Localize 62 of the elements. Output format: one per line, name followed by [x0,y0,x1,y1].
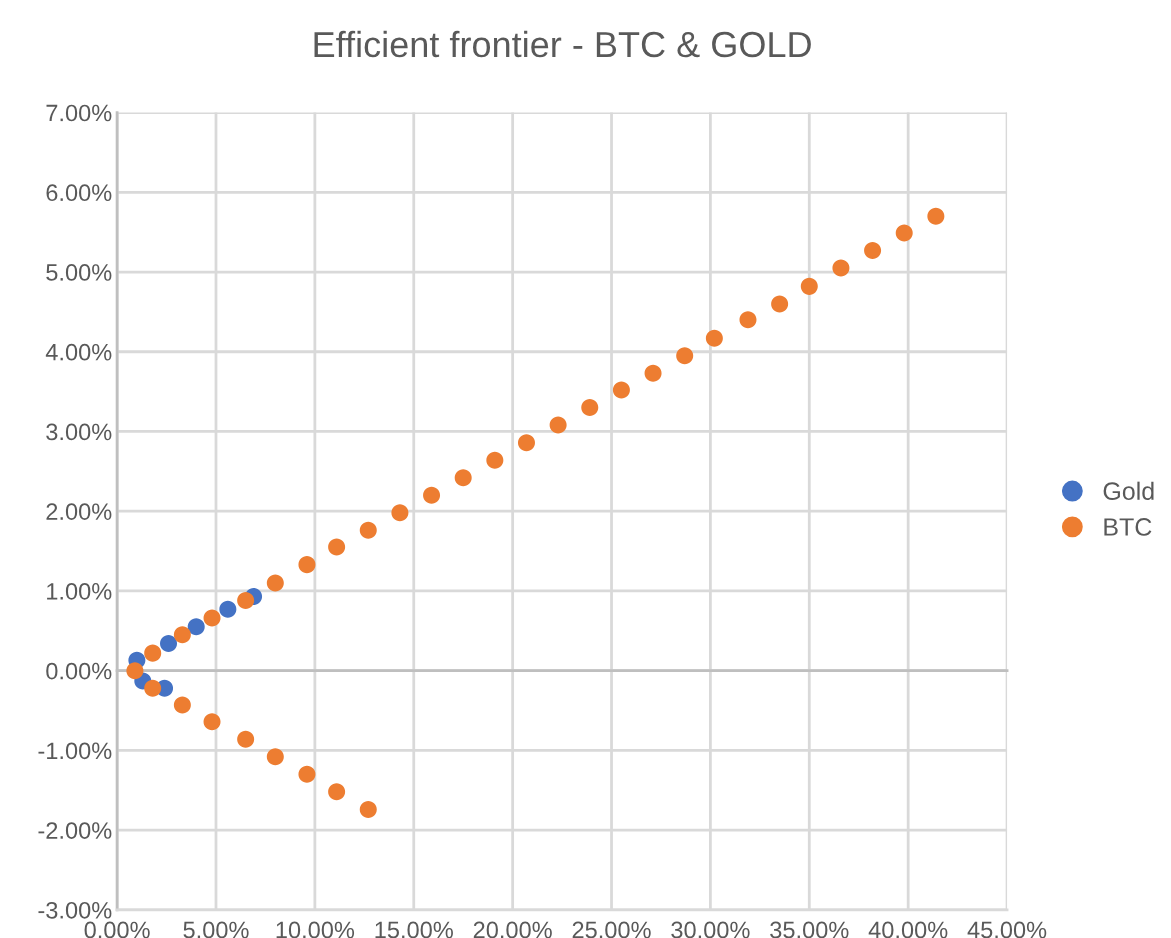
point [187,618,205,636]
point [771,295,789,313]
point [237,592,255,610]
point [800,277,818,295]
point [219,600,237,618]
point [676,347,694,365]
point [144,679,162,697]
y-tick-label: 0.00% [46,662,112,680]
x-tick-label: 10.00% [276,921,355,938]
point [581,399,599,417]
point [927,207,945,225]
y-tick-label: 2.00% [46,503,112,520]
point [454,469,472,487]
point [739,311,757,329]
point [203,609,221,627]
x-tick-label: 5.00% [183,921,249,938]
y-tick-label: 3.00% [46,423,112,441]
point [328,538,346,556]
x-tick-label: 40.00% [868,921,948,938]
point [266,574,284,592]
y-tick-label: 5.00% [46,264,112,281]
y-tick-label: 7.00% [46,104,112,122]
x-tick-label: 30.00% [671,921,750,938]
point [237,730,255,748]
point [612,381,630,399]
point [895,224,913,242]
point [549,416,567,434]
x-tick-label: 25.00% [572,921,651,938]
y-tick-label: -3.00% [38,901,112,919]
legend-label: BTC [1104,518,1152,536]
x-tick-label: 20.00% [473,921,552,938]
point [705,329,723,347]
y-tick-label: -2.00% [38,822,112,839]
point [517,434,535,452]
legend-label: Gold [1103,481,1154,501]
point [203,713,221,731]
x-tick-label: 0.00% [84,921,150,938]
point [173,696,191,714]
y-tick-label: 4.00% [45,343,112,361]
point [423,486,441,504]
x-tick-label: 15.00% [375,921,453,938]
x-tick-label: 35.00% [770,921,849,938]
point [486,451,504,469]
chart-title: Efficient frontier - BTC & GOLD [314,30,811,58]
point [359,521,377,539]
point [359,800,377,818]
point [298,765,316,783]
point [328,783,346,801]
y-tick-label: 1.00% [47,583,112,600]
point [832,259,850,277]
point [298,556,316,574]
point [144,644,162,662]
point [160,635,178,653]
point [644,364,662,382]
point [266,748,284,766]
point [173,626,191,644]
point [864,241,882,259]
point [126,662,144,680]
point [391,504,409,522]
y-tick-label: 6.00% [46,184,112,202]
y-tick-label: -1.00% [38,742,112,760]
x-tick-label: 45.00% [967,921,1047,938]
